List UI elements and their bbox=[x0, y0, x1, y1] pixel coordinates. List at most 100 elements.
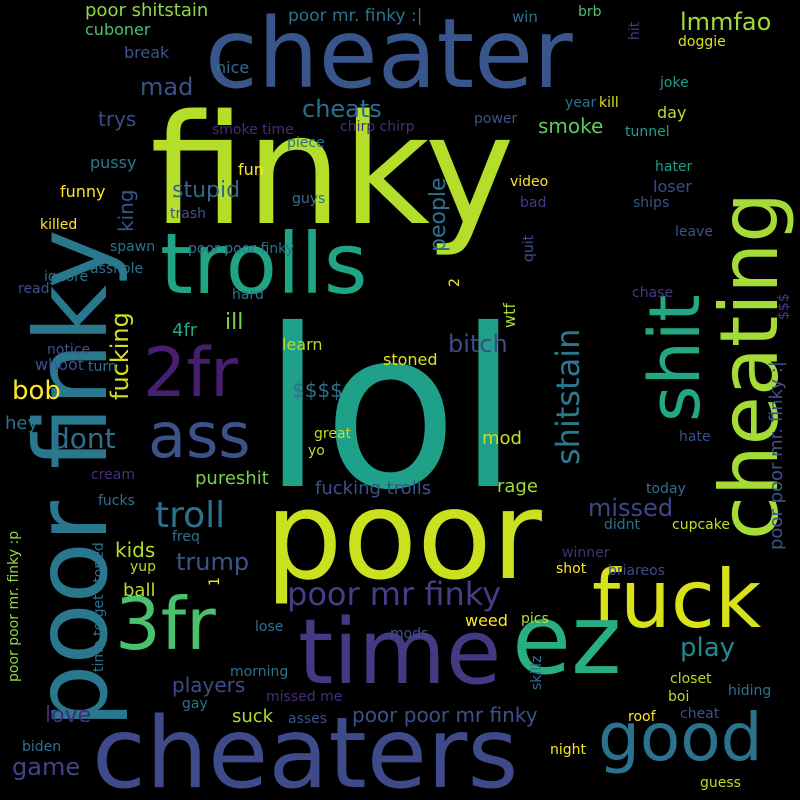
word-12: ass bbox=[148, 399, 251, 472]
word-83: spawn bbox=[110, 239, 156, 255]
word-92: chase bbox=[632, 285, 674, 301]
word-119: missed me bbox=[266, 689, 343, 705]
word-123: asses bbox=[288, 711, 328, 727]
word-18: shitstain bbox=[549, 328, 587, 465]
word-67: kill bbox=[599, 95, 619, 111]
word-25: stupid bbox=[172, 178, 241, 203]
word-44: ball bbox=[123, 580, 156, 601]
word-95: turn bbox=[88, 359, 117, 375]
word-106: yup bbox=[130, 559, 157, 575]
word-81: trash bbox=[170, 206, 206, 222]
word-121: cheat bbox=[680, 706, 720, 722]
word-78: bad bbox=[520, 195, 547, 211]
word-39: poor poor mr. finky :| bbox=[766, 361, 787, 550]
word-57: pussy bbox=[90, 153, 137, 172]
word-60: cuboner bbox=[85, 20, 151, 39]
word-2: cheater bbox=[205, 0, 573, 110]
word-127: poor poor mr. finky :p bbox=[6, 530, 22, 682]
word-69: day bbox=[657, 103, 687, 122]
word-102: didnt bbox=[604, 517, 641, 533]
word-45: king bbox=[114, 189, 138, 232]
word-26: bitch bbox=[448, 330, 508, 358]
word-62: brb bbox=[578, 4, 602, 20]
word-66: joke bbox=[660, 75, 689, 91]
word-47: 4fr bbox=[172, 320, 198, 341]
word-105: winner bbox=[562, 545, 610, 561]
word-98: hate bbox=[679, 429, 711, 445]
word-10: trolls bbox=[160, 215, 368, 313]
word-86: asshole bbox=[90, 261, 144, 277]
word-68: year bbox=[565, 95, 597, 111]
word-104: freq bbox=[172, 529, 200, 545]
word-73: chirp chirp bbox=[340, 119, 415, 135]
word-56: fun bbox=[238, 160, 264, 179]
word-65: doggie bbox=[678, 34, 726, 50]
word-9: ez bbox=[512, 584, 622, 696]
word-108: briareos bbox=[608, 563, 666, 579]
word-89: read bbox=[18, 281, 50, 297]
word-35: players bbox=[172, 673, 246, 697]
word-112: weed bbox=[465, 611, 508, 630]
word-55: funny bbox=[60, 182, 106, 201]
word-8: time bbox=[298, 600, 502, 705]
word-52: stoned bbox=[383, 350, 438, 369]
word-63: win bbox=[512, 8, 538, 26]
word-84: poor poor finky bbox=[188, 241, 295, 257]
word-38: poor poor mr finky bbox=[352, 703, 538, 727]
word-70: power bbox=[474, 111, 518, 127]
word-64: hit bbox=[627, 21, 643, 40]
word-32: play bbox=[680, 633, 736, 663]
word-50: $$$$ bbox=[292, 378, 343, 402]
word-24: smoke bbox=[538, 114, 604, 138]
word-85: leave bbox=[675, 224, 713, 240]
word-126: guess bbox=[700, 775, 741, 791]
word-31: missed bbox=[588, 494, 674, 522]
word-116: closet bbox=[670, 671, 712, 687]
word-40: pureshit bbox=[195, 468, 269, 489]
word-54: whoot bbox=[35, 355, 85, 374]
word-79: ships bbox=[633, 195, 670, 211]
word-23: mad bbox=[140, 73, 194, 101]
word-115: skillz bbox=[529, 655, 545, 690]
word-107: shot bbox=[556, 561, 587, 577]
word-77: loser bbox=[653, 177, 692, 196]
word-90: ignore bbox=[44, 269, 89, 285]
word-114: morning bbox=[230, 664, 289, 680]
word-125: night bbox=[550, 742, 587, 758]
word-16: poor mr finky bbox=[287, 575, 502, 613]
word-128: time to get stoned bbox=[91, 542, 107, 672]
word-22: cheats bbox=[302, 95, 382, 123]
word-59: nice bbox=[216, 58, 250, 77]
word-17: troll bbox=[155, 495, 226, 536]
word-87: quit bbox=[521, 234, 537, 262]
word-82: killed bbox=[40, 217, 78, 233]
word-88: 2 bbox=[447, 278, 463, 287]
word-13: 2fr bbox=[143, 334, 239, 413]
word-74: piece bbox=[287, 135, 325, 151]
word-71: tunnel bbox=[625, 124, 670, 140]
word-20: poor mr. finky :| bbox=[288, 6, 423, 26]
word-11: good bbox=[598, 699, 763, 776]
word-96: great bbox=[314, 426, 352, 442]
word-34: love bbox=[45, 703, 92, 728]
word-36: bob bbox=[12, 376, 61, 406]
word-80: guys bbox=[292, 191, 326, 207]
word-122: roof bbox=[628, 709, 656, 725]
word-28: fucking bbox=[106, 312, 134, 400]
word-48: hey bbox=[5, 413, 39, 434]
word-109: 1 bbox=[207, 577, 223, 586]
word-42: rage bbox=[497, 476, 538, 497]
word-103: cupcake bbox=[672, 517, 730, 533]
word-76: video bbox=[510, 174, 549, 190]
word-100: today bbox=[646, 481, 686, 497]
word-99: cream bbox=[91, 467, 135, 483]
word-94: notice bbox=[47, 342, 91, 358]
word-37: kids bbox=[115, 538, 156, 562]
word-43: suck bbox=[232, 706, 274, 727]
word-19: poor shitstain bbox=[85, 0, 209, 21]
word-91: hard bbox=[232, 287, 264, 303]
word-41: fucking trolls bbox=[315, 478, 432, 499]
word-27: people bbox=[426, 177, 451, 252]
word-15: shit bbox=[634, 294, 716, 422]
